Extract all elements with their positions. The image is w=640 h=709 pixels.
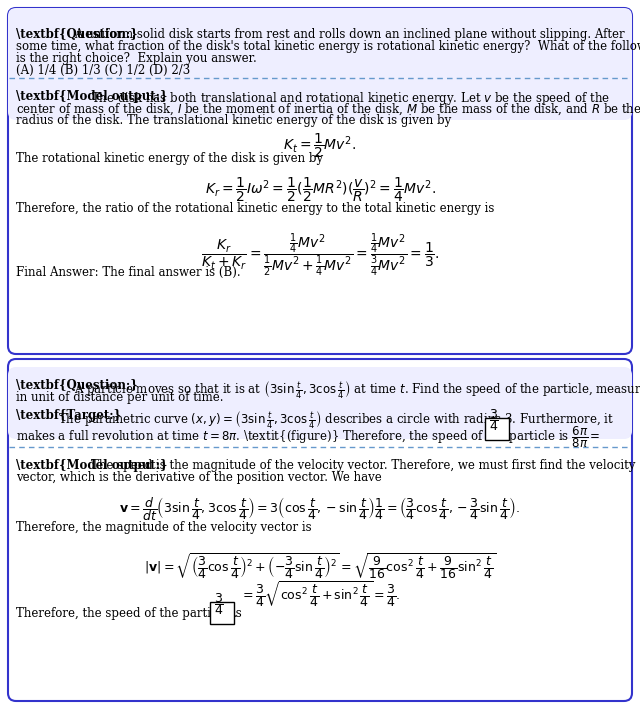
Text: (A) 1/4 (B) 1/3 (C) 1/2 (D) 2/3: (A) 1/4 (B) 1/3 (C) 1/2 (D) 2/3	[16, 64, 190, 77]
Text: \textbf{Model output:}: \textbf{Model output:}	[16, 459, 168, 472]
Text: Therefore, the speed of the particle is: Therefore, the speed of the particle is	[16, 607, 246, 620]
Text: some time, what fraction of the disk's total kinetic energy is rotational kineti: some time, what fraction of the disk's t…	[16, 40, 640, 53]
Text: $\dfrac{3}{4}$: $\dfrac{3}{4}$	[489, 407, 499, 433]
FancyBboxPatch shape	[8, 8, 632, 354]
Text: Final Answer: The final answer is (B).: Final Answer: The final answer is (B).	[16, 266, 241, 279]
FancyBboxPatch shape	[485, 418, 509, 440]
Text: \textbf{Question:}: \textbf{Question:}	[16, 379, 138, 392]
Text: The rotational kinetic energy of the disk is given by: The rotational kinetic energy of the dis…	[16, 152, 323, 165]
Text: The speed is the magnitude of the velocity vector. Therefore, we must first find: The speed is the magnitude of the veloci…	[91, 459, 636, 472]
Text: .: .	[234, 607, 237, 620]
Text: vector, which is the derivative of the position vector. We have: vector, which is the derivative of the p…	[16, 471, 381, 484]
Text: The disk has both translational and rotational kinetic energy. Let $v$ be the sp: The disk has both translational and rota…	[91, 90, 610, 107]
Text: $\mathbf{v} = \dfrac{d}{dt}\left(3\sin\dfrac{t}{4}, 3\cos\dfrac{t}{4}\right) = 3: $\mathbf{v} = \dfrac{d}{dt}\left(3\sin\d…	[120, 495, 520, 523]
Text: $|\mathbf{v}| = \sqrt{\left(\dfrac{3}{4}\cos\dfrac{t}{4}\right)^2 + \left(-\dfra: $|\mathbf{v}| = \sqrt{\left(\dfrac{3}{4}…	[144, 551, 496, 581]
Text: Therefore, the ratio of the rotational kinetic energy to the total kinetic energ: Therefore, the ratio of the rotational k…	[16, 202, 494, 215]
Text: radius of the disk. The translational kinetic energy of the disk is given by: radius of the disk. The translational ki…	[16, 114, 451, 127]
FancyBboxPatch shape	[8, 359, 632, 701]
Text: $K_t = \dfrac{1}{2}Mv^2.$: $K_t = \dfrac{1}{2}Mv^2.$	[284, 132, 356, 160]
Text: \textbf{Model output:}: \textbf{Model output:}	[16, 90, 168, 103]
Text: $= \dfrac{3}{4}\sqrt{\cos^2\dfrac{t}{4} + \sin^2\dfrac{t}{4}} = \dfrac{3}{4}.$: $= \dfrac{3}{4}\sqrt{\cos^2\dfrac{t}{4} …	[240, 579, 400, 609]
FancyBboxPatch shape	[8, 367, 632, 439]
Text: $K_r = \dfrac{1}{2}I\omega^2 = \dfrac{1}{2}(\dfrac{1}{2}MR^2)(\dfrac{v}{R})^2 = : $K_r = \dfrac{1}{2}I\omega^2 = \dfrac{1}…	[205, 176, 435, 204]
Text: is the right choice?  Explain you answer.: is the right choice? Explain you answer.	[16, 52, 257, 65]
Text: A particle moves so that it is at $\left(3\sin\frac{t}{4}, 3\cos\frac{t}{4}\righ: A particle moves so that it is at $\left…	[74, 379, 640, 400]
FancyBboxPatch shape	[210, 602, 234, 624]
Text: $\dfrac{K_r}{K_t + K_r} = \dfrac{\frac{1}{4}Mv^2}{\frac{1}{2}Mv^2 + \frac{1}{4}M: $\dfrac{K_r}{K_t + K_r} = \dfrac{\frac{1…	[201, 232, 439, 279]
Text: \textbf{Target:}: \textbf{Target:}	[16, 409, 121, 422]
Text: The parametric curve $(x, y) = \left(3\sin\frac{t}{4}, 3\cos\frac{t}{4}\right)$ : The parametric curve $(x, y) = \left(3\s…	[58, 409, 614, 430]
Text: \textbf{Question:}: \textbf{Question:}	[16, 28, 138, 41]
Text: A uniform solid disk starts from rest and rolls down an inclined plane without s: A uniform solid disk starts from rest an…	[74, 28, 625, 41]
Text: in unit of distance per unit of time.: in unit of distance per unit of time.	[16, 391, 223, 404]
Text: center of mass of the disk, $I$ be the moment of inertia of the disk, $M$ be the: center of mass of the disk, $I$ be the m…	[16, 102, 640, 118]
FancyBboxPatch shape	[8, 8, 632, 120]
Text: $\dfrac{3}{4}$: $\dfrac{3}{4}$	[214, 591, 224, 617]
Text: makes a full revolution at time $t = 8\pi$. \textit{(figure)} Therefore, the spe: makes a full revolution at time $t = 8\p…	[16, 424, 600, 450]
Text: Therefore, the magnitude of the velocity vector is: Therefore, the magnitude of the velocity…	[16, 521, 312, 534]
